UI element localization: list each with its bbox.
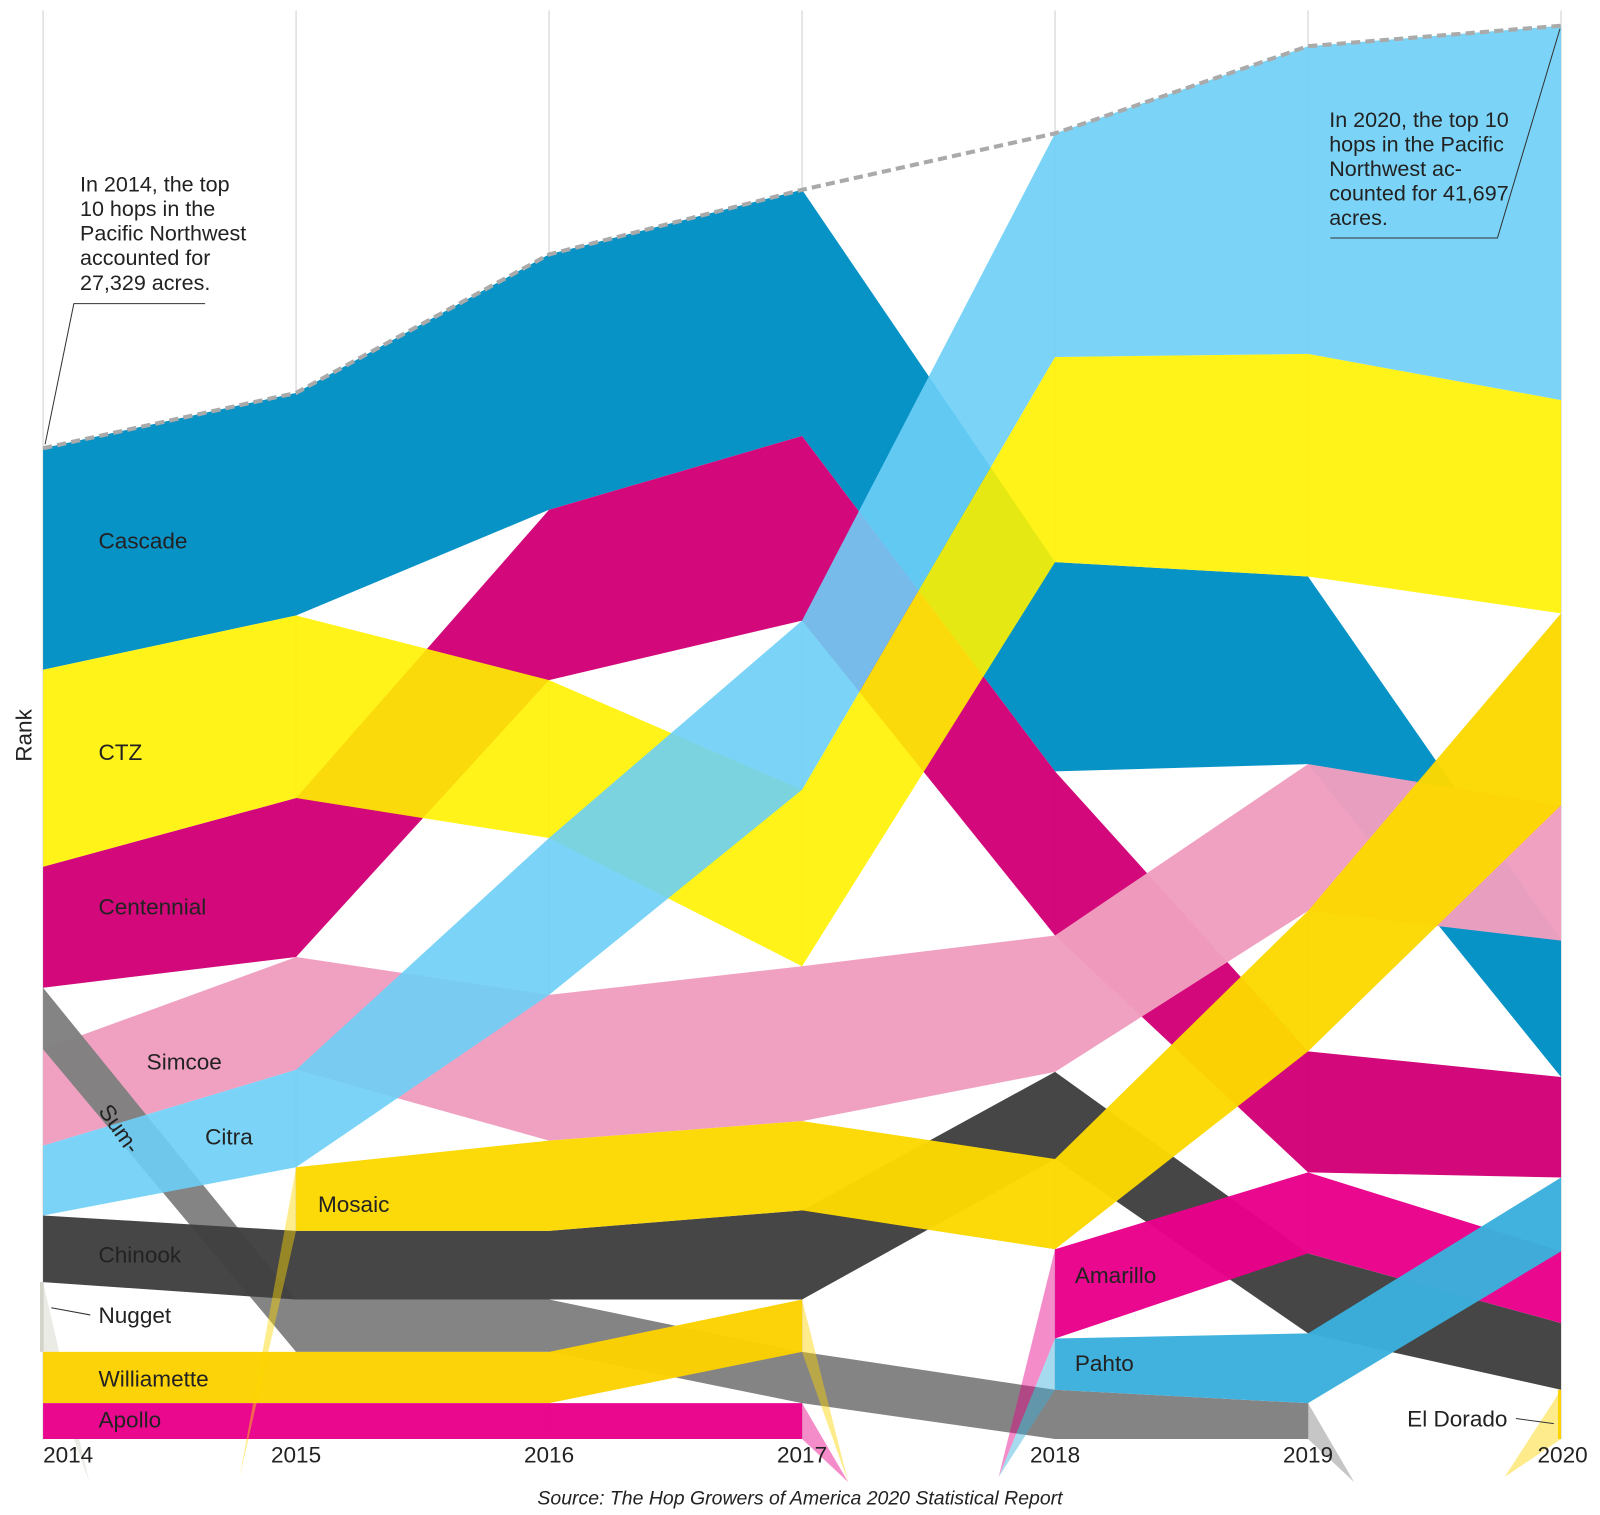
series-label: Centennial — [98, 895, 206, 920]
entry-taper — [1504, 1389, 1562, 1477]
band — [296, 613, 1562, 1250]
series-label: Chinook — [98, 1242, 181, 1267]
entry-taper — [998, 1338, 1056, 1477]
annotation: In 2020, the top 10 — [1329, 108, 1508, 132]
annotation: Northwest ac- — [1329, 157, 1462, 181]
annotation: 10 hops in the — [80, 197, 215, 221]
series-label: Simcoe — [147, 1050, 222, 1075]
label-leader — [51, 1307, 91, 1316]
series-label: El Dorado — [1407, 1407, 1507, 1432]
series-label: Cascade — [98, 529, 187, 554]
x-tick-label: 2018 — [1030, 1442, 1080, 1467]
band — [43, 1299, 803, 1404]
x-tick-label: 2017 — [777, 1442, 827, 1467]
band — [43, 353, 1562, 967]
annotation: Pacific Northwest — [80, 222, 246, 246]
annotation: counted for 41,697 — [1329, 182, 1508, 206]
band — [43, 1071, 1562, 1390]
overlay: Rank Source: The Hop Growers of America … — [12, 28, 1588, 1510]
band — [43, 1403, 803, 1440]
annotation-leader — [44, 303, 206, 445]
x-tick-label: 2019 — [1283, 1442, 1333, 1467]
band — [1557, 1389, 1562, 1440]
annotation: acres. — [1329, 206, 1388, 230]
band — [43, 987, 1309, 1440]
band — [43, 189, 1562, 1077]
entry-taper — [239, 1167, 297, 1477]
annotation-leader — [1330, 28, 1561, 239]
x-tick-label: 2014 — [43, 1442, 93, 1467]
label-leader — [1515, 1418, 1554, 1425]
x-tick-label: 2016 — [524, 1442, 574, 1467]
band — [1055, 1172, 1562, 1339]
x-tick-label: 2015 — [271, 1442, 321, 1467]
annotation: hops in the Pacific — [1329, 132, 1504, 156]
annotation: accounted for — [80, 246, 210, 270]
band — [43, 435, 1562, 1178]
series-label: Citra — [205, 1124, 253, 1149]
series-label: Amarillo — [1075, 1263, 1156, 1288]
series-label: CTZ — [98, 740, 142, 765]
entry-taper — [998, 1249, 1056, 1477]
series-label: Williamette — [98, 1367, 208, 1392]
annotation: In 2014, the top — [80, 172, 230, 196]
annotation: 27,329 acres. — [80, 271, 210, 295]
bands — [40, 23, 1562, 1483]
series-label: Apollo — [98, 1408, 161, 1433]
x-tick-label: 2020 — [1538, 1442, 1588, 1467]
series-label: Mosaic — [318, 1192, 389, 1217]
band — [40, 1282, 44, 1352]
series-label: Pahto — [1075, 1351, 1134, 1376]
source: Source: The Hop Growers of America 2020 … — [537, 1488, 1064, 1510]
band — [43, 25, 1562, 1216]
total-line — [42, 23, 1562, 451]
band — [1055, 1177, 1562, 1404]
series-label: Nugget — [98, 1303, 171, 1328]
y-axis-label: Rank — [12, 708, 37, 761]
